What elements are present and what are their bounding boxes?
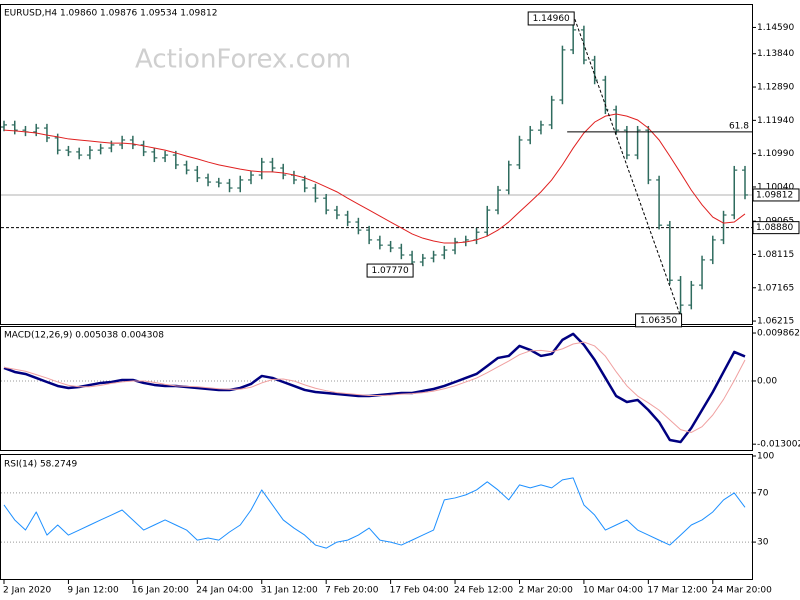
x-tick-label: 16 Jan 20:00 bbox=[132, 586, 189, 596]
price-label-box bbox=[752, 188, 800, 202]
annotation-box bbox=[366, 263, 414, 278]
annotation-label: 1.06350 bbox=[640, 316, 677, 326]
annotation-box bbox=[635, 313, 683, 328]
pane-title: MACD(12,26,9) 0.005038 0.004308 bbox=[4, 331, 164, 341]
annotation-label: 1.07770 bbox=[371, 266, 408, 276]
watermark: ActionForex.com bbox=[135, 45, 351, 75]
x-tick-label: 24 Mar 20:00 bbox=[712, 586, 772, 596]
y-tick-label: 100 bbox=[757, 452, 774, 462]
y-tick-label: 1.06215 bbox=[757, 317, 794, 327]
pane-title: RSI(14) 58.2749 bbox=[4, 460, 77, 470]
y-tick-label: 70 bbox=[757, 488, 769, 498]
x-tick-label: 17 Mar 12:00 bbox=[647, 586, 707, 596]
trendline bbox=[572, 14, 682, 317]
x-tick-label: 2 Mar 20:00 bbox=[518, 586, 573, 596]
y-tick-label: 0.009862 bbox=[757, 329, 800, 339]
moving-average bbox=[3, 113, 746, 244]
y-tick-label: 1.10990 bbox=[757, 149, 794, 159]
y-tick-label: 30 bbox=[757, 538, 769, 548]
indicator-line bbox=[3, 341, 746, 433]
x-tick-label: 17 Feb 04:00 bbox=[390, 586, 449, 596]
x-tick-label: 10 Mar 04:00 bbox=[583, 586, 643, 596]
y-tick-label: 1.13840 bbox=[757, 49, 794, 59]
price-label: 1.09812 bbox=[756, 190, 793, 200]
y-tick-label: 1.08115 bbox=[757, 250, 794, 260]
price-label: 1.08880 bbox=[756, 223, 793, 233]
rsi-pane bbox=[0, 454, 753, 580]
indicator-line bbox=[3, 477, 746, 549]
pane-title: EURUSD,H4 1.09860 1.09876 1.09534 1.0981… bbox=[4, 9, 217, 19]
x-tick-label: 24 Feb 12:00 bbox=[454, 586, 513, 596]
price-label-box bbox=[752, 221, 800, 235]
macd-pane bbox=[0, 326, 753, 451]
x-tick-label: 7 Feb 20:00 bbox=[325, 586, 379, 596]
x-tick-label: 2 Jan 2020 bbox=[3, 586, 51, 596]
y-tick-label: 1.11940 bbox=[757, 116, 794, 126]
y-tick-label: 1.10040 bbox=[757, 182, 794, 192]
x-tick-label: 31 Jan 12:00 bbox=[261, 586, 318, 596]
y-tick-label: 0.00 bbox=[757, 376, 777, 386]
price-pane bbox=[0, 4, 753, 325]
y-tick-label: 1.14590 bbox=[757, 23, 794, 33]
y-tick-label: 1.12890 bbox=[757, 83, 794, 93]
annotation-box bbox=[527, 11, 575, 26]
x-tick-label: 9 Jan 12:00 bbox=[67, 586, 119, 596]
y-tick-label: 1.07165 bbox=[757, 283, 794, 293]
y-tick-label: -0.013002 bbox=[757, 440, 800, 450]
x-tick-label: 24 Jan 04:00 bbox=[196, 586, 253, 596]
fib-label: 61.8 bbox=[729, 121, 749, 131]
annotation-label: 1.14960 bbox=[533, 14, 570, 24]
